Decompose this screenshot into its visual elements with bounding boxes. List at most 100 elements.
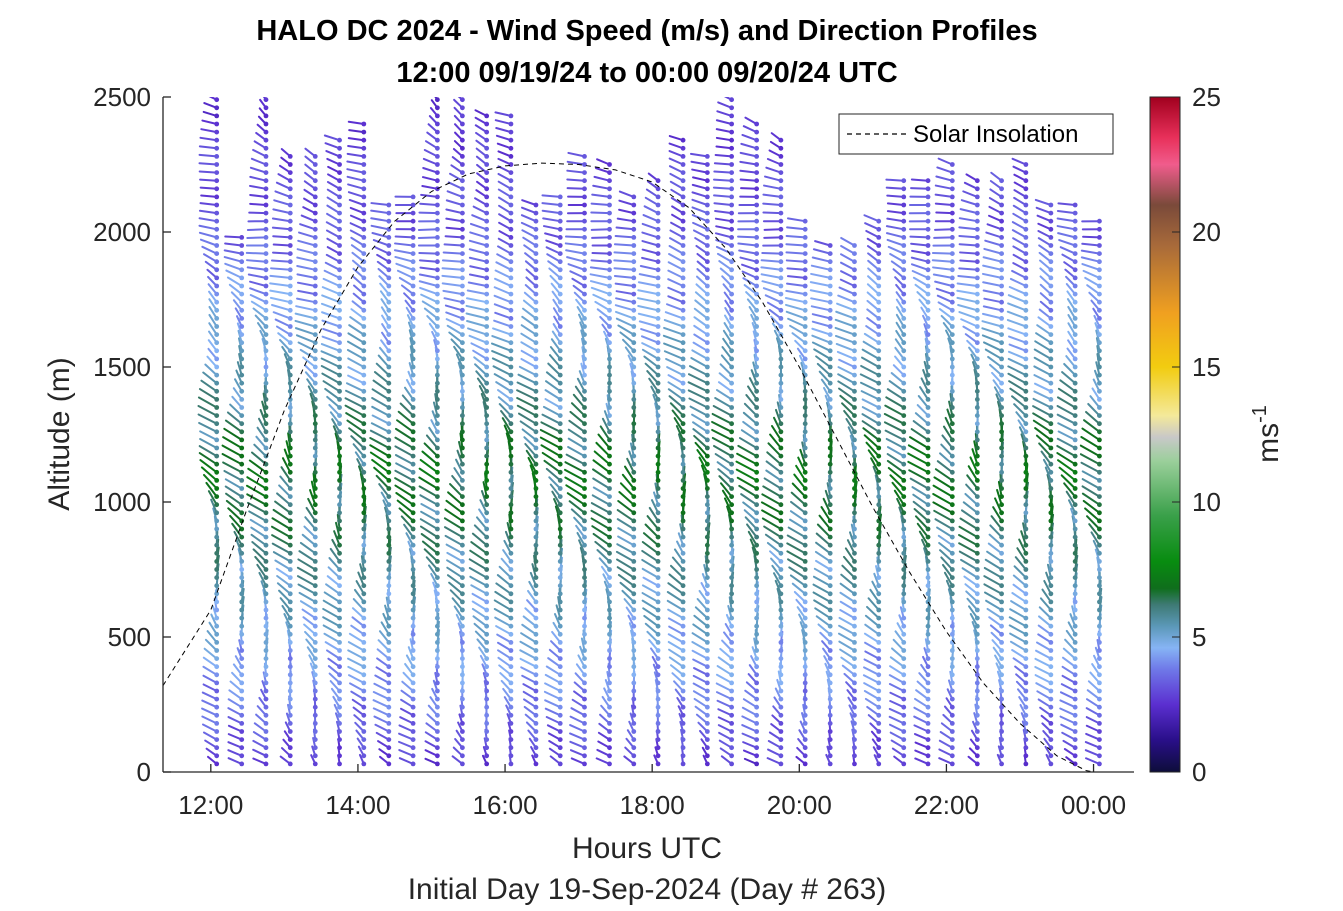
wind-barb (648, 639, 661, 653)
wind-barb (476, 172, 490, 184)
wind-barb (235, 369, 245, 386)
wind-barb (381, 323, 392, 337)
wind-barb (201, 715, 220, 726)
wind-barb (451, 156, 465, 167)
wind-barb (329, 547, 342, 564)
wind-barb (304, 516, 318, 532)
wind-barb (569, 724, 587, 734)
wind-barb (445, 208, 465, 216)
wind-barb (592, 293, 612, 305)
wind-barb (524, 260, 539, 273)
wind-barb (592, 459, 612, 475)
wind-barb (356, 458, 367, 475)
wind-barb (223, 469, 245, 483)
wind-barb (573, 690, 587, 702)
wind-barb (395, 226, 416, 232)
wind-barb (321, 335, 342, 346)
wind-barb (446, 559, 465, 572)
wind-barb (616, 566, 637, 580)
x-tick-label: 12:00 (178, 790, 243, 820)
wind-barb (479, 654, 490, 670)
wind-barb (629, 362, 637, 378)
wind-barb (236, 647, 245, 661)
wind-barb (424, 749, 440, 759)
wind-barb (445, 199, 465, 208)
wind-barb (252, 548, 269, 564)
wind-barb (208, 313, 220, 329)
wind-barb (320, 365, 342, 378)
wind-barb (597, 731, 612, 742)
wind-barb (199, 430, 220, 443)
wind-barb (334, 712, 342, 726)
wind-barb (455, 458, 465, 475)
wind-barb (580, 362, 587, 378)
wind-barb (229, 514, 245, 532)
wind-barb (615, 290, 637, 297)
wind-barb (498, 221, 514, 232)
wind-barb (197, 405, 220, 418)
wind-barb (520, 214, 539, 224)
wind-barb (423, 442, 440, 459)
wind-barb (347, 649, 367, 661)
wind-barb (619, 482, 637, 499)
wind-barb (352, 292, 367, 305)
wind-barb (269, 296, 293, 305)
wind-barb (281, 345, 293, 362)
wind-barb (451, 755, 465, 767)
wind-barb (506, 713, 514, 726)
wind-barb (441, 282, 465, 289)
wind-barb (212, 507, 220, 524)
wind-barb (551, 290, 563, 305)
wind-barb (200, 466, 220, 483)
wind-barb (525, 276, 539, 289)
wind-barb (419, 458, 440, 475)
wind-barb (419, 202, 440, 208)
wind-barb (204, 638, 220, 653)
wind-barb (205, 481, 220, 499)
wind-barb (600, 565, 612, 580)
wind-barb (615, 550, 637, 564)
wind-barb (349, 214, 367, 224)
wind-barb (581, 346, 587, 362)
wind-barb (549, 755, 563, 767)
wind-barb (566, 210, 587, 216)
wind-barb (225, 269, 245, 281)
wind-barb (496, 633, 514, 645)
wind-barb (304, 163, 318, 176)
wind-barb (453, 345, 465, 362)
wind-barb (591, 525, 612, 540)
wind-barb (445, 217, 465, 224)
wind-barb (565, 484, 587, 499)
wind-barb (616, 543, 637, 556)
wind-barb (371, 414, 392, 427)
wind-barb (520, 349, 539, 362)
wind-barb (423, 548, 440, 564)
wind-barb (326, 246, 342, 256)
wind-barb (427, 123, 440, 135)
wind-barb (249, 202, 269, 208)
wind-barb (448, 581, 465, 597)
wind-barb (249, 175, 269, 184)
x-tick-label: 22:00 (914, 790, 979, 820)
wind-barb (354, 451, 367, 467)
wind-barb (347, 366, 367, 378)
wind-barb (249, 518, 269, 532)
wind-barb (271, 534, 293, 548)
wind-barb (348, 129, 367, 135)
wind-barb (475, 131, 490, 143)
wind-barb (375, 474, 392, 491)
wind-barb (346, 168, 367, 176)
wind-barb (482, 672, 490, 686)
wind-barb (259, 409, 269, 427)
wind-barb (590, 286, 612, 297)
colorbar-fill (1149, 96, 1181, 773)
wind-barb (269, 282, 293, 289)
wind-barb (597, 433, 612, 451)
wind-barb (369, 437, 392, 451)
wind-barb (482, 746, 490, 759)
wind-barb (474, 363, 490, 378)
wind-barb (444, 304, 465, 313)
wind-barb (198, 145, 220, 151)
wind-barb (250, 157, 269, 167)
wind-barb (346, 419, 367, 435)
